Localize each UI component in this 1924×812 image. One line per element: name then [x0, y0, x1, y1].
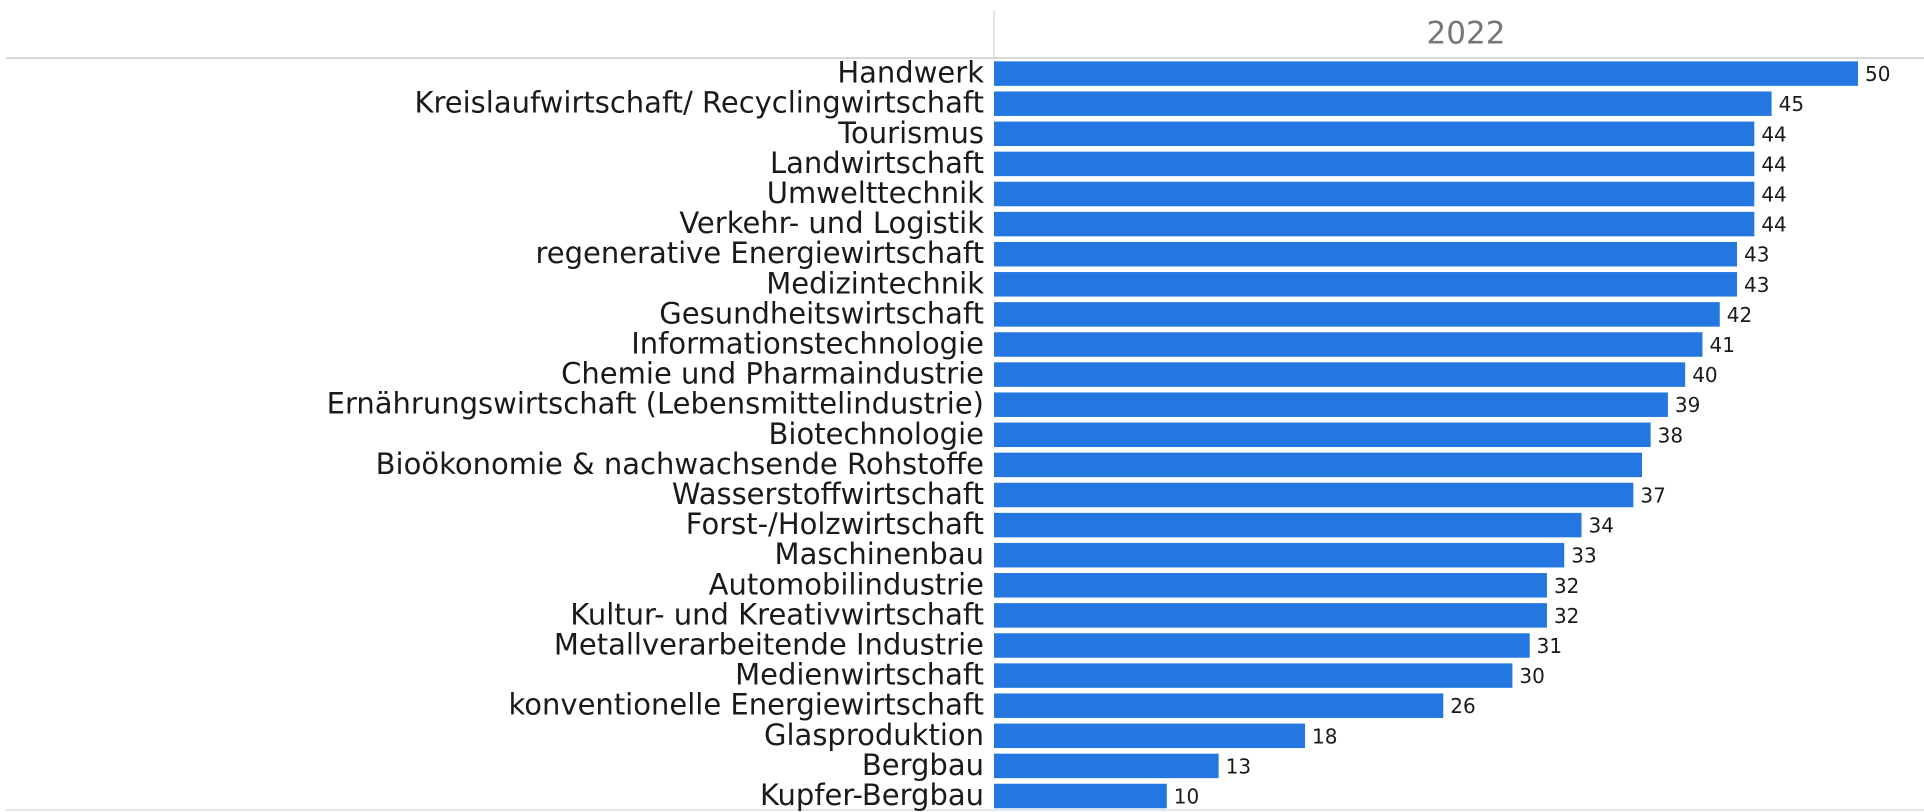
category-label: Verkehr- und Logistik [679, 206, 984, 240]
category-label: Umwelttechnik [767, 176, 984, 210]
column-header: 2022 [1427, 16, 1506, 52]
category-label: Bergbau [862, 748, 984, 782]
category-label: Kupfer-Bergbau [760, 778, 984, 812]
category-label: Medienwirtschaft [735, 658, 984, 692]
category-label: Kreislaufwirtschaft/ Recyclingwirtschaft [414, 86, 984, 120]
category-label: Handwerk [837, 56, 984, 90]
value-label: 10 [1174, 785, 1199, 809]
bar [994, 482, 1634, 508]
value-label: 34 [1589, 514, 1614, 538]
value-label: 32 [1554, 574, 1579, 598]
bar [994, 211, 1755, 237]
category-label: Medizintechnik [766, 266, 984, 300]
bar [994, 573, 1547, 598]
category-label: Maschinenbau [775, 537, 984, 571]
bar [994, 151, 1755, 177]
value-label: 39 [1675, 393, 1700, 417]
value-label: 43 [1744, 243, 1769, 267]
value-label: 37 [1640, 484, 1665, 508]
value-label: 26 [1450, 694, 1475, 718]
bar [994, 753, 1219, 779]
bar [994, 422, 1651, 448]
value-label: 38 [1658, 423, 1683, 447]
category-label: Kultur- und Kreativwirtschaft [570, 597, 984, 631]
value-label: 41 [1709, 333, 1734, 357]
category-label: Glasproduktion [764, 718, 984, 752]
bar [994, 452, 1642, 478]
bar [994, 693, 1444, 718]
value-label: 44 [1761, 152, 1786, 176]
category-label: konventionelle Energiewirtschaft [509, 688, 984, 722]
value-label: 31 [1537, 634, 1562, 658]
bar [994, 121, 1755, 147]
bar [994, 61, 1858, 86]
bar [994, 302, 1720, 327]
value-label: 32 [1554, 604, 1579, 628]
value-label: 40 [1692, 363, 1717, 387]
category-label: Ernährungswirtschaft (Lebensmittelindust… [327, 387, 984, 421]
category-label: Automobilindustrie [709, 567, 984, 601]
category-label: Landwirtschaft [770, 146, 984, 180]
category-label: Biotechnologie [769, 417, 984, 451]
bar [994, 272, 1738, 297]
bar [994, 362, 1686, 387]
bar [994, 332, 1703, 357]
category-label: Informationstechnologie [631, 327, 984, 361]
bar [994, 663, 1513, 688]
category-label: Bioökonomie & nachwachsende Rohstoffe [376, 447, 984, 481]
bar [994, 512, 1582, 538]
category-label: Chemie und Pharmaindustrie [561, 357, 984, 391]
category-label: Tourismus [837, 116, 984, 150]
category-label: regenerative Energiewirtschaft [535, 236, 984, 270]
value-label: 30 [1519, 664, 1544, 688]
value-label: 33 [1571, 544, 1596, 568]
bar [994, 91, 1772, 116]
value-label: 42 [1727, 303, 1752, 327]
category-label: Metallverarbeitende Industrie [554, 628, 984, 662]
category-label: Gesundheitswirtschaft [659, 296, 984, 330]
bar [994, 181, 1755, 207]
bar [994, 542, 1565, 568]
category-label: Wasserstoffwirtschaft [672, 477, 984, 511]
category-label: Forst-/Holzwirtschaft [686, 507, 984, 541]
bar [994, 603, 1547, 628]
value-label: 43 [1744, 273, 1769, 297]
bar [994, 783, 1167, 809]
bar [994, 392, 1668, 417]
bar [994, 633, 1530, 658]
value-label: 50 [1865, 62, 1890, 86]
value-label: 13 [1226, 754, 1251, 778]
bar [994, 241, 1738, 267]
value-label: 44 [1761, 213, 1786, 237]
bar [994, 723, 1306, 749]
value-label: 44 [1761, 122, 1786, 146]
value-label: 44 [1761, 183, 1786, 207]
value-label: 18 [1312, 724, 1337, 748]
value-label: 45 [1779, 92, 1804, 116]
